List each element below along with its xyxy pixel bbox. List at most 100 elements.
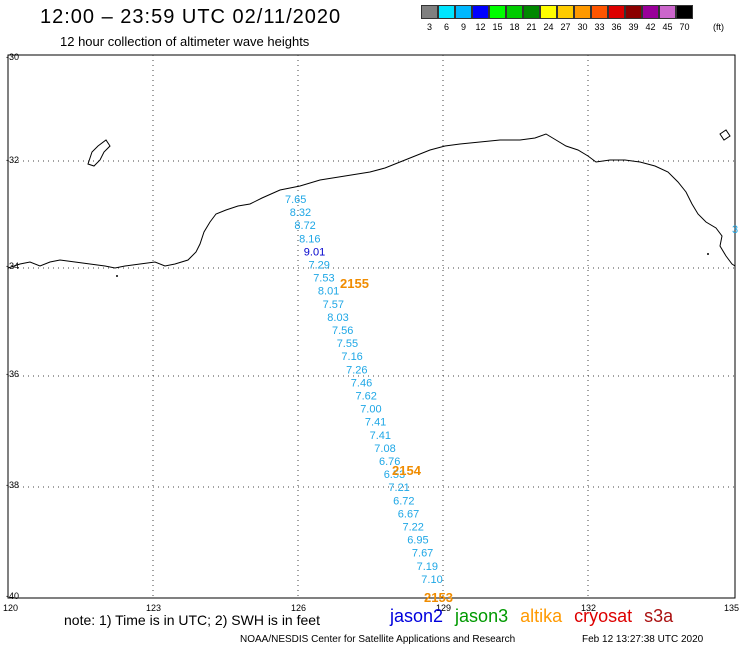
legend-swatch xyxy=(557,5,574,19)
wave-height-value: 7.19 xyxy=(417,561,438,573)
wave-height-value: 8.72 xyxy=(294,220,315,232)
legend-swatch xyxy=(540,5,557,19)
wave-height-value: 7.21 xyxy=(388,482,409,494)
legend-swatch xyxy=(421,5,438,19)
legend-label: 18 xyxy=(509,22,520,32)
wave-height-value: 8.01 xyxy=(318,286,339,298)
wave-height-value: 7.62 xyxy=(356,391,377,403)
legend-label: 6 xyxy=(443,22,449,32)
wave-height-value: 7.46 xyxy=(351,377,372,389)
lon-label: 129 xyxy=(436,603,452,613)
wave-height-value: 7.10 xyxy=(421,574,442,586)
map-frame xyxy=(7,54,736,599)
satellite-jason3: jason3 xyxy=(455,606,509,626)
legend-swatch xyxy=(523,5,540,19)
legend-swatch xyxy=(608,5,625,19)
wave-height-value: 7.26 xyxy=(346,364,367,376)
wave-height-value: 7.56 xyxy=(332,325,353,337)
credit-line: NOAA/NESDIS Center for Satellite Applica… xyxy=(240,634,516,645)
legend-label: 42 xyxy=(645,22,656,32)
legend-label: 12 xyxy=(475,22,486,32)
wave-height-value: 7.57 xyxy=(323,299,344,311)
wave-height-value: 7.41 xyxy=(370,430,391,442)
satellite-s3a: s3a xyxy=(644,606,674,626)
legend-swatch xyxy=(472,5,489,19)
color-legend xyxy=(421,5,693,19)
legend-label: 30 xyxy=(577,22,588,32)
lat-label: -30 xyxy=(6,52,20,62)
wave-height-value: 7.53 xyxy=(313,273,334,285)
lon-label: 132 xyxy=(581,603,597,613)
altimeter-track: 7.658.328.728.169.01 7.297.538.017.578.03… xyxy=(285,194,738,605)
legend-label: 36 xyxy=(611,22,622,32)
legend-label: 33 xyxy=(594,22,605,32)
legend-swatch xyxy=(489,5,506,19)
legend-label: 27 xyxy=(560,22,571,32)
wave-height-value: 7.41 xyxy=(365,417,386,429)
lon-label: 126 xyxy=(291,603,307,613)
lat-label: -38 xyxy=(6,480,20,490)
lon-label: 123 xyxy=(146,603,162,613)
legend-swatch xyxy=(659,5,676,19)
wave-height-value: 7.29 xyxy=(309,260,330,272)
graticule xyxy=(8,55,735,598)
wave-height-value: 7.08 xyxy=(374,443,395,455)
lat-label: -34 xyxy=(6,261,20,271)
pass-time-label: 2155 xyxy=(340,276,369,291)
wave-height-value: 7.65 xyxy=(285,194,306,206)
legend-swatch xyxy=(625,5,642,19)
wave-height-value: 7.00 xyxy=(360,404,381,416)
island xyxy=(707,253,709,255)
lon-label: 135 xyxy=(724,603,740,613)
satellite-altika: altika xyxy=(520,606,563,626)
wave-height-value: 8.16 xyxy=(299,233,320,245)
wave-height-value: 7.16 xyxy=(341,351,362,363)
legend-swatch xyxy=(642,5,659,19)
legend-label: 24 xyxy=(543,22,554,32)
legend-label: 21 xyxy=(526,22,537,32)
lon-label: 120 xyxy=(3,603,19,613)
legend-label: 3 xyxy=(426,22,432,32)
legend-swatch xyxy=(591,5,608,19)
island xyxy=(719,129,731,141)
wave-height-value: 6.72 xyxy=(393,495,414,507)
wave-height-value: 6.67 xyxy=(398,508,419,520)
wave-height-value: 8.32 xyxy=(290,207,311,219)
satellite-cryosat: cryosat xyxy=(574,606,633,626)
legend-label: 70 xyxy=(679,22,690,32)
wave-height-value: 8.03 xyxy=(327,312,348,324)
legend-label: 15 xyxy=(492,22,503,32)
legend-swatch xyxy=(506,5,523,19)
island xyxy=(87,139,111,167)
satellite-legend: jason2 jason3 altika cryosat s3a xyxy=(390,606,673,627)
legend-label: 45 xyxy=(662,22,673,32)
island xyxy=(116,275,118,277)
legend-swatch xyxy=(455,5,472,19)
wave-height-value: 7.55 xyxy=(337,338,358,350)
legend-swatch xyxy=(676,5,693,19)
wave-height-value: 7.22 xyxy=(403,522,424,534)
legend-label: 9 xyxy=(460,22,466,32)
map-title: 12:00 – 23:59 UTC 02/11/2020 xyxy=(40,6,342,28)
coastline xyxy=(7,133,736,269)
legend-unit: (ft) xyxy=(713,22,724,32)
legend-swatch xyxy=(574,5,591,19)
wave-height-value: 6.53 xyxy=(384,469,405,481)
lat-label: -36 xyxy=(6,369,20,379)
satellite-jason2: jason2 xyxy=(390,606,444,626)
legend-label: 39 xyxy=(628,22,639,32)
legend-swatch xyxy=(438,5,455,19)
pass-time-label: 2153 xyxy=(424,590,453,605)
wave-height-value: 3 xyxy=(732,224,738,236)
wave-height-value: 9.01 xyxy=(304,246,325,258)
lat-label: -40 xyxy=(6,591,20,601)
wave-height-value: 7.67 xyxy=(412,548,433,560)
lat-label: -32 xyxy=(6,155,20,165)
wave-height-value: 6.95 xyxy=(407,535,428,547)
generated-timestamp: Feb 12 13:27:38 UTC 2020 xyxy=(582,634,704,645)
map-subtitle: 12 hour collection of altimeter wave hei… xyxy=(60,34,310,49)
footer-note: note: 1) Time is in UTC; 2) SWH is in fe… xyxy=(64,612,320,628)
pass-time-label: 2154 xyxy=(392,463,422,478)
wave-height-value: 6.76 xyxy=(379,456,400,468)
